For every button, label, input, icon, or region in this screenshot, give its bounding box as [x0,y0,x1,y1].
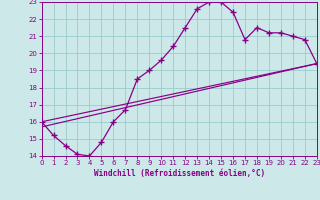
X-axis label: Windchill (Refroidissement éolien,°C): Windchill (Refroidissement éolien,°C) [94,169,265,178]
